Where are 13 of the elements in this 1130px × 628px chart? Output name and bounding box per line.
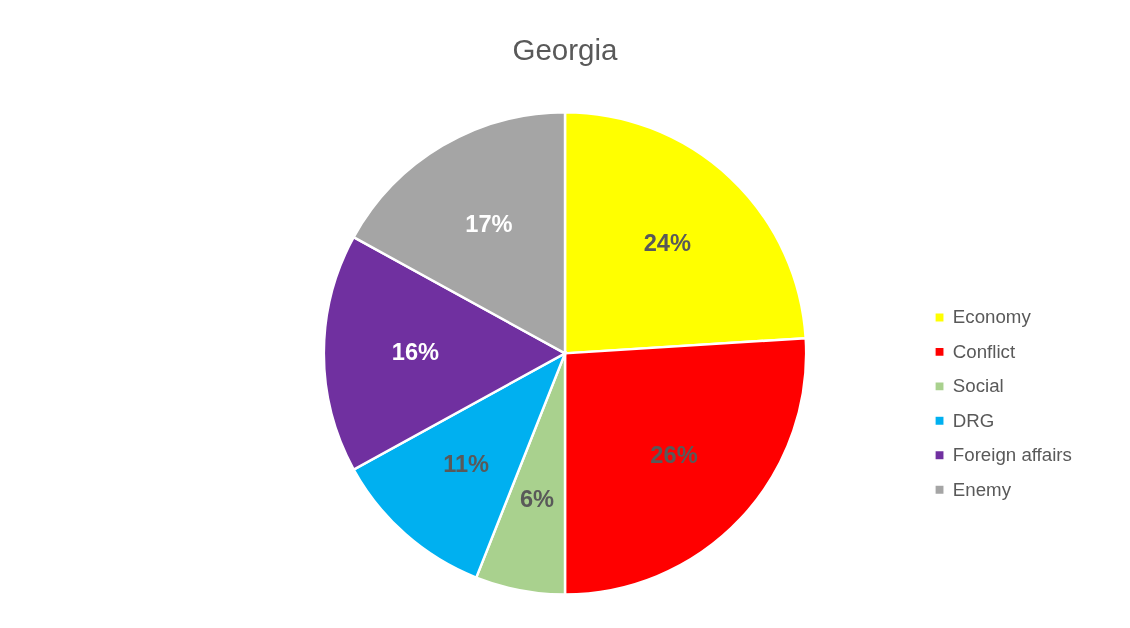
legend-label: Foreign affairs — [952, 444, 1072, 466]
data-label: 24% — [643, 230, 691, 257]
data-label: 26% — [650, 441, 698, 468]
legend-label: Economy — [952, 306, 1032, 328]
legend-label: DRG — [952, 409, 995, 431]
data-label: 11% — [443, 451, 490, 478]
legend-label: Enemy — [952, 478, 1012, 500]
legend-label: Conflict — [952, 340, 1016, 362]
legend-label: Social — [952, 375, 1004, 397]
data-label: 6% — [519, 486, 555, 513]
data-label: 17% — [465, 210, 513, 237]
data-label: 16% — [391, 339, 440, 366]
chart-title: Georgia — [512, 33, 619, 67]
